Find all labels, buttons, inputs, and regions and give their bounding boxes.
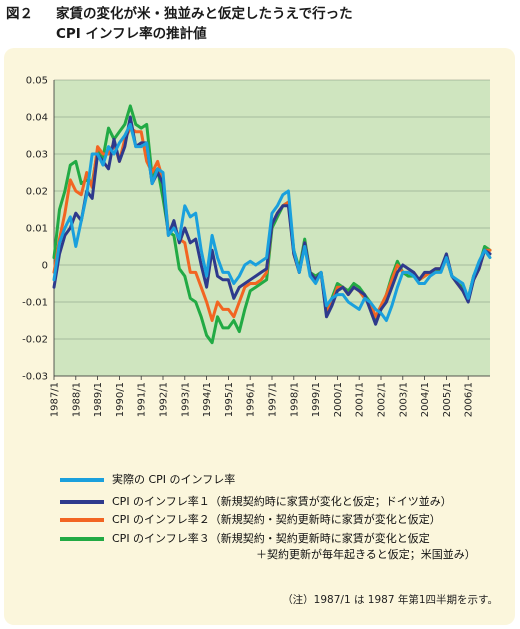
x-tick-label: 2005/1 [442, 382, 453, 417]
x-tick-label: 1991/1 [137, 382, 148, 417]
y-tick-label: 0.03 [26, 150, 48, 161]
x-tick-label: 1999/1 [311, 382, 322, 417]
x-tick-label: 2000/1 [333, 382, 344, 417]
y-tick-label: -0.03 [22, 372, 48, 383]
y-tick-label: 0.02 [26, 187, 48, 198]
x-tick-label: 2004/1 [420, 382, 431, 417]
x-tick-label: 1998/1 [289, 382, 300, 417]
x-tick-label: 1990/1 [115, 382, 126, 417]
x-tick-label: 1993/1 [180, 382, 191, 417]
x-tick-label: 1992/1 [159, 382, 170, 417]
figure-number: 図２ [6, 6, 33, 22]
x-tick-label: 1994/1 [202, 382, 213, 417]
x-tick-label: 1988/1 [71, 382, 82, 417]
legend: 実際の CPI のインフレ率 CPI のインフレ率１（新規契約時に家賃が変化と仮… [60, 472, 500, 594]
series-line-actual [52, 122, 492, 322]
x-tick-label: 2001/1 [355, 382, 366, 417]
x-tick-label: 1987/1 [50, 382, 61, 417]
y-tick-label: 0.04 [26, 113, 48, 124]
x-tick-label: 2006/1 [464, 382, 475, 417]
title-line1: 家賃の変化が米・独並みと仮定したうえで行った [56, 6, 353, 22]
y-tick-label: 0.05 [26, 76, 48, 87]
legend-label-cpi3: CPI のインフレ率３（新規契約・契約更新時に家賃が変化と仮定 [112, 532, 430, 545]
x-tick-label: 1997/1 [268, 382, 279, 417]
y-tick-label: 0.01 [26, 224, 48, 235]
legend-swatch-cpi3 [60, 537, 104, 541]
y-tick-label: 0 [42, 261, 48, 272]
title-line2: CPI インフレ率の推計値 [56, 26, 207, 42]
x-tick-label: 1989/1 [93, 382, 104, 417]
x-tick-label: 1995/1 [224, 382, 235, 417]
legend-label-cpi1: CPI のインフレ率１（新規契約時に家賃が変化と仮定；ドイツ並み） [112, 495, 452, 508]
x-tick-label: 2003/1 [398, 382, 409, 417]
y-tick-label: -0.01 [22, 298, 48, 309]
legend-label-cpi2: CPI のインフレ率２（新規契約・契約更新時に家賃が変化と仮定） [112, 513, 441, 526]
legend-label-cpi3-continued: ＋契約更新が毎年起きると仮定；米国並み） [256, 548, 476, 561]
y-tick-label: -0.02 [22, 335, 48, 346]
footnote: （注）1987/1 は 1987 年第1四半期を示す。 [282, 594, 498, 606]
x-tick-label: 2002/1 [377, 382, 388, 417]
legend-swatch-actual [60, 478, 104, 482]
legend-label-actual: 実際の CPI のインフレ率 [112, 473, 236, 486]
figure-title: 図２ 家賃の変化が米・独並みと仮定したうえで行った CPI インフレ率の推計値 [6, 4, 516, 44]
legend-swatch-cpi2 [60, 518, 104, 522]
x-tick-label: 1996/1 [246, 382, 257, 417]
legend-swatch-cpi1 [60, 500, 104, 504]
